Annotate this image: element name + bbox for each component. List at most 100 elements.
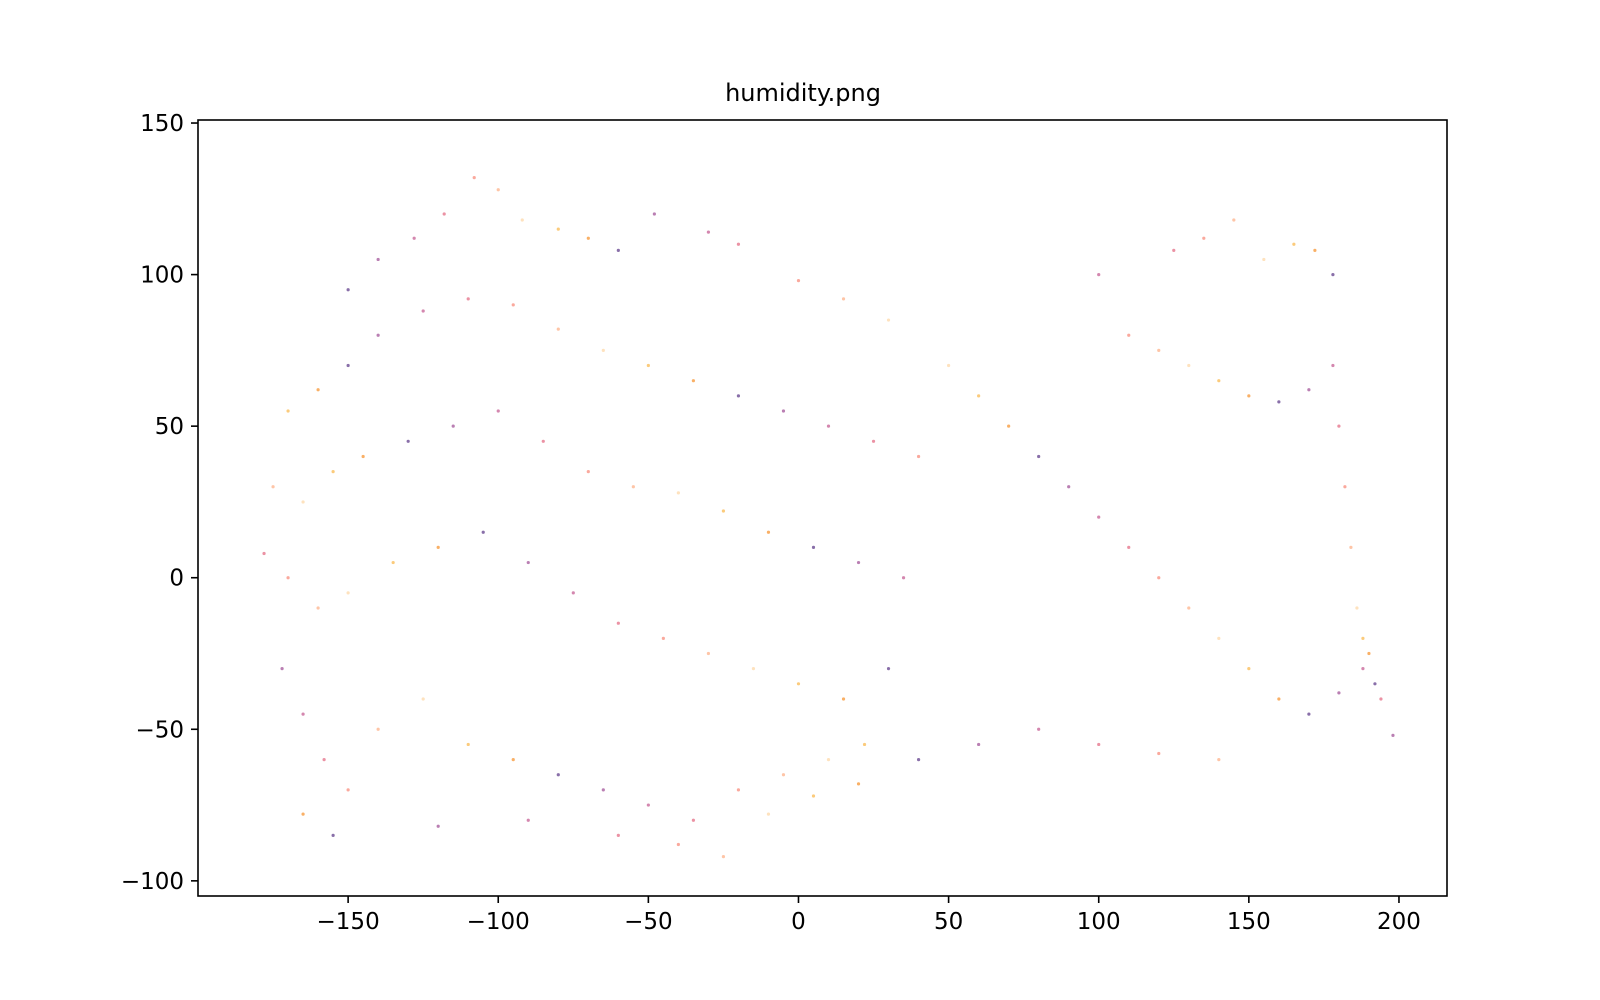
- scatter-point: [886, 318, 891, 322]
- scatter-point: [436, 545, 440, 550]
- scatter-point: [1307, 712, 1311, 716]
- scatter-point: [1313, 248, 1317, 252]
- scatter-point: [766, 530, 771, 534]
- scatter-point: [376, 257, 380, 262]
- scatter-point: [1217, 636, 1221, 640]
- scatter-point: [1232, 218, 1236, 222]
- scatter-point: [1217, 757, 1221, 762]
- scatter-point: [1187, 363, 1191, 368]
- scatter-point: [1127, 333, 1131, 337]
- scatter-point: [721, 854, 726, 859]
- scatter-point: [631, 485, 635, 489]
- scatter-point: [376, 727, 380, 731]
- scatter-point: [346, 788, 350, 792]
- x-tick-label: −150: [317, 909, 380, 935]
- scatter-point: [1247, 394, 1251, 398]
- scatter-point: [1157, 576, 1161, 580]
- scatter-point: [1097, 272, 1101, 277]
- chart-title: humidity.png: [725, 79, 881, 107]
- x-tick-label: 100: [1077, 909, 1121, 935]
- scatter-point: [346, 591, 350, 595]
- scatter-point: [1373, 682, 1377, 686]
- scatter-point: [766, 812, 771, 816]
- scatter-point: [646, 803, 650, 807]
- scatter-point: [781, 409, 786, 413]
- scatter-point: [376, 333, 380, 337]
- scatter-point: [436, 824, 440, 828]
- scatter-point: [280, 667, 284, 671]
- scatter-point: [1367, 651, 1371, 656]
- scatter-point: [1349, 545, 1353, 550]
- points-layer: [262, 175, 1395, 859]
- scatter-point: [811, 545, 816, 550]
- scatter-point: [541, 439, 545, 443]
- scatter-point: [451, 424, 455, 428]
- scatter-point: [556, 227, 560, 231]
- y-tick-label: 150: [140, 111, 184, 137]
- scatter-point: [646, 363, 650, 368]
- scatter-point: [262, 551, 266, 556]
- scatter-point: [751, 667, 756, 671]
- scatter-point: [781, 773, 786, 777]
- scatter-point: [1277, 400, 1281, 404]
- scatter-point: [706, 230, 711, 234]
- x-tick-label: 0: [791, 909, 806, 935]
- scatter-point: [1307, 388, 1311, 392]
- scatter-point: [841, 297, 846, 301]
- scatter-point: [316, 606, 320, 610]
- scatter-point: [1007, 424, 1011, 428]
- scatter-point: [556, 773, 560, 777]
- scatter-point: [1331, 363, 1335, 368]
- scatter-point: [1343, 485, 1347, 489]
- scatter-point: [1391, 733, 1395, 737]
- scatter-point: [1355, 606, 1359, 610]
- scatter-point: [1379, 697, 1383, 701]
- y-axis: −100 −50 0 50 100 150: [121, 111, 198, 895]
- x-tick-label: −50: [624, 909, 673, 935]
- scatter-point: [676, 491, 680, 495]
- y-tick-label: −100: [121, 869, 184, 895]
- scatter-point: [706, 651, 711, 656]
- scatter-point: [736, 788, 741, 792]
- scatter-point: [1097, 515, 1101, 519]
- scatter-point: [322, 757, 326, 762]
- scatter-point: [616, 248, 620, 252]
- scatter-point: [1337, 691, 1341, 695]
- scatter-point: [616, 833, 620, 837]
- scatter-point: [862, 742, 867, 747]
- scatter-point: [442, 212, 446, 216]
- scatter-point: [901, 576, 906, 580]
- scatter-point: [736, 394, 741, 398]
- scatter-point: [286, 409, 290, 413]
- scatter-point: [391, 560, 395, 565]
- scatter-point: [346, 288, 350, 292]
- x-axis: −150 −100 −50 0 50 100 150 200: [317, 896, 1421, 935]
- scatter-point: [676, 842, 680, 847]
- scatter-point: [1202, 236, 1206, 240]
- plot-frame: [197, 119, 1448, 897]
- scatter-point: [1262, 257, 1266, 262]
- scatter-point: [301, 712, 305, 716]
- scatter-point: [331, 470, 335, 474]
- scatter-point: [511, 757, 515, 762]
- scatter-point: [412, 236, 416, 240]
- scatter-point: [736, 242, 741, 246]
- scatter-point: [826, 424, 831, 428]
- scatter-point: [316, 388, 320, 392]
- scatter-point: [301, 812, 305, 816]
- scatter-point: [346, 363, 350, 368]
- scatter-point: [796, 682, 801, 686]
- y-tick-label: −50: [135, 717, 184, 743]
- scatter-point: [1037, 454, 1041, 459]
- scatter-point: [916, 454, 921, 459]
- scatter-point: [841, 697, 846, 701]
- scatter-point: [796, 279, 801, 283]
- scatter-point: [616, 621, 620, 625]
- scatter-point: [421, 309, 425, 313]
- scatter-point: [1361, 636, 1365, 640]
- scatter-point: [886, 667, 891, 671]
- scatter-point: [1277, 697, 1281, 701]
- y-tick-label: 50: [155, 414, 184, 440]
